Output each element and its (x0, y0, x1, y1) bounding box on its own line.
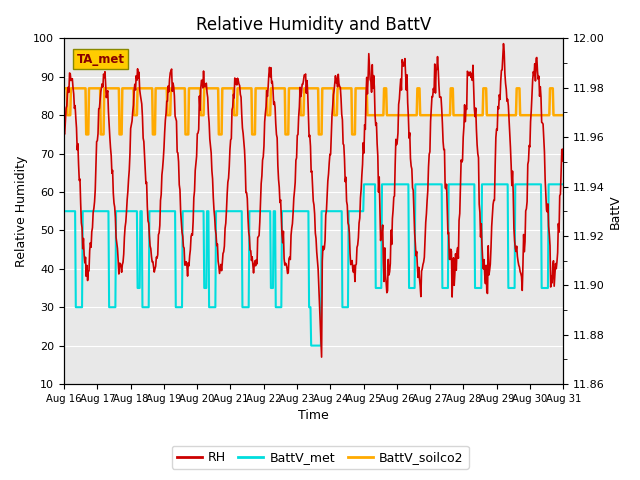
Y-axis label: Relative Humidity: Relative Humidity (15, 156, 28, 267)
Text: TA_met: TA_met (77, 53, 124, 66)
X-axis label: Time: Time (298, 409, 329, 422)
Y-axis label: BattV: BattV (609, 194, 622, 228)
Title: Relative Humidity and BattV: Relative Humidity and BattV (196, 16, 431, 34)
Legend: RH, BattV_met, BattV_soilco2: RH, BattV_met, BattV_soilco2 (172, 446, 468, 469)
